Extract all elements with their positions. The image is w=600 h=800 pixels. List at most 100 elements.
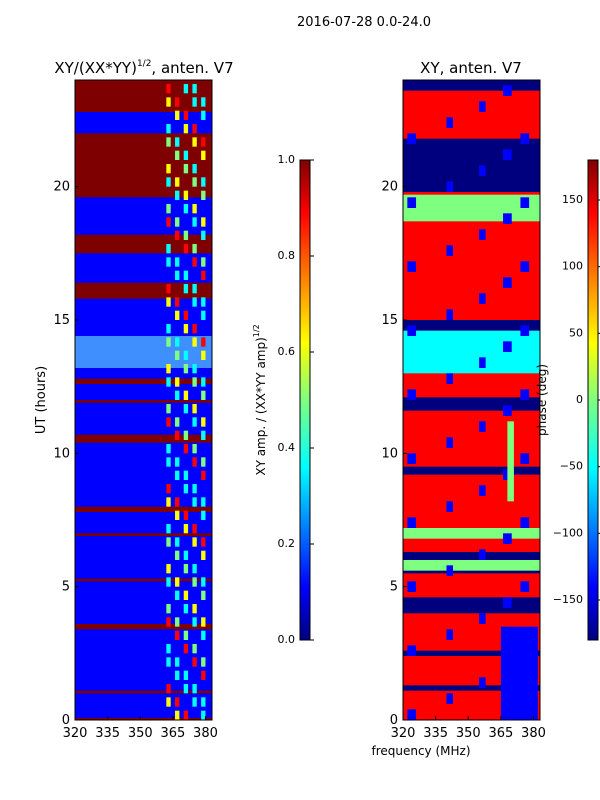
amplitude-heatmap-cell <box>183 244 189 254</box>
amplitude-heatmap-cell <box>175 590 180 600</box>
amplitude-heatmap-cell <box>183 350 189 360</box>
amplitude-heatmap-cell <box>183 84 189 94</box>
amplitude-heatmap-cell <box>175 150 180 160</box>
phase-heatmap-cell <box>520 389 530 400</box>
amplitude-heatmap-cell <box>192 177 197 187</box>
amplitude-heatmap-cell <box>183 484 189 494</box>
phase-heatmap-cell <box>407 709 417 720</box>
phase-heatmap-band <box>403 528 540 539</box>
amplitude-heatmap-cell <box>192 564 197 574</box>
amplitude-heatmap-cell <box>166 377 171 387</box>
phase-heatmap-cell <box>479 421 486 432</box>
amplitude-heatmap-cell <box>201 97 206 107</box>
phase-heatmap-band <box>403 330 540 374</box>
amplitude-heatmap-cell <box>166 84 171 94</box>
amplitude-heatmap-cell <box>175 457 180 467</box>
suptitle: 2016-07-28 0.0-24.0 <box>297 15 431 30</box>
phase-x-tick-label: 320 <box>391 726 416 741</box>
phase-y-tick-label: 5 <box>390 580 398 595</box>
amplitude-heatmap-cell <box>183 550 189 560</box>
amplitude-heatmap-cell <box>201 350 206 360</box>
amplitude-y-tick-label: 10 <box>53 446 70 461</box>
amplitude-heatmap-band <box>75 80 212 112</box>
amplitude-plot-frame <box>74 79 213 721</box>
amplitude-heatmap-cell <box>192 484 197 494</box>
amplitude-heatmap-cell <box>175 550 180 560</box>
amplitude-heatmap-cell <box>192 297 197 307</box>
phase-y-tick-label: 20 <box>381 180 398 195</box>
amplitude-heatmap-band <box>75 578 212 582</box>
amplitude-heatmap-cell <box>201 577 206 587</box>
amplitude-heatmap-cell <box>183 164 189 174</box>
phase-heatmap <box>403 80 540 720</box>
amplitude-heatmap-cell <box>175 537 180 547</box>
amplitude-heatmap-cell <box>192 684 197 694</box>
amplitude-heatmap-cell <box>201 697 206 707</box>
amplitude-heatmap-cell <box>166 404 171 414</box>
amplitude-heatmap-cell <box>166 244 171 254</box>
amplitude-heatmap-cell <box>192 417 197 427</box>
phase-heatmap-cell <box>479 613 486 624</box>
amplitude-heatmap-cell <box>201 470 206 480</box>
phase-y-tick-label: 15 <box>381 313 398 328</box>
amplitude-x-tick-label: 365 <box>160 726 185 741</box>
phase-heatmap-cell <box>520 517 530 528</box>
amplitude-heatmap-cell <box>166 537 171 547</box>
amplitude-heatmap-cell <box>166 324 171 334</box>
amplitude-title-superscript: 1/2 <box>137 59 151 69</box>
amplitude-heatmap-cell <box>166 417 171 427</box>
amplitude-heatmap-cell <box>166 97 171 107</box>
phase-heatmap-cell <box>446 373 454 384</box>
amplitude-heatmap-cell <box>183 390 189 400</box>
amplitude-heatmap-cell <box>166 484 171 494</box>
phase-heatmap-cell <box>503 149 512 160</box>
amplitude-ylabel: UT (hours) <box>34 366 49 434</box>
amplitude-heatmap-cell <box>166 697 171 707</box>
amplitude-heatmap-cell <box>192 497 197 507</box>
phase-heatmap-cell <box>446 117 454 128</box>
amplitude-heatmap-cell <box>175 177 180 187</box>
phase-heatmap-cell <box>503 213 512 224</box>
amplitude-heatmap-cell <box>175 270 180 280</box>
amplitude-heatmap-cell <box>183 110 189 120</box>
phase-heatmap-cell <box>479 549 486 560</box>
amplitude-heatmap-cell <box>201 310 206 320</box>
amplitude-y-tick-label: 20 <box>53 180 70 195</box>
amplitude-heatmap-cell <box>175 710 180 720</box>
amplitude-heatmap-cell <box>183 204 189 214</box>
amplitude-heatmap-cell <box>166 617 171 627</box>
amplitude-heatmap-cell <box>166 364 171 374</box>
phase-heatmap-cell <box>407 197 417 208</box>
amplitude-heatmap-cell <box>175 577 180 587</box>
phase-heatmap-band <box>403 397 540 411</box>
amplitude-heatmap-cell <box>192 457 197 467</box>
amplitude-heatmap-cell <box>166 657 171 667</box>
amplitude-colorbar-ticks: 0.0 0.2 0.4 0.6 0.8 1.0 <box>278 153 314 646</box>
amplitude-heatmap-cell <box>201 177 206 187</box>
phase-colorbar-tick-label: 0 <box>576 393 583 406</box>
amplitude-heatmap-band <box>75 336 212 368</box>
phase-y-tick-label: 0 <box>390 713 398 728</box>
amplitude-heatmap-cell <box>192 657 197 667</box>
phase-heatmap-cell <box>479 357 486 368</box>
amplitude-heatmap-cell <box>201 137 206 147</box>
amplitude-heatmap-cell <box>192 257 197 267</box>
amplitude-heatmap-cell <box>192 617 197 627</box>
amplitude-heatmap-cell <box>166 684 171 694</box>
amplitude-colorbar-label-main: XY amp. / (XX*YY amp) <box>254 337 268 475</box>
phase-heatmap-cell <box>520 581 530 592</box>
phase-heatmap-cell <box>520 325 530 336</box>
phase-heatmap-band <box>403 320 540 331</box>
phase-heatmap-cell <box>520 261 530 272</box>
phase-heatmap-cell <box>446 437 454 448</box>
amplitude-heatmap-cell <box>201 710 206 720</box>
phase-x-tick-label: 365 <box>488 726 513 741</box>
frequency-xlabel: frequency (MHz) <box>371 744 470 758</box>
amplitude-heatmap-cell <box>166 297 171 307</box>
amplitude-heatmap-cell <box>175 257 180 267</box>
phase-heatmap-cell <box>500 626 538 720</box>
amplitude-heatmap-cell <box>201 230 206 240</box>
phase-heatmap-cell <box>446 629 454 640</box>
amplitude-heatmap-cell <box>175 97 180 107</box>
amplitude-heatmap-cell <box>183 230 189 240</box>
